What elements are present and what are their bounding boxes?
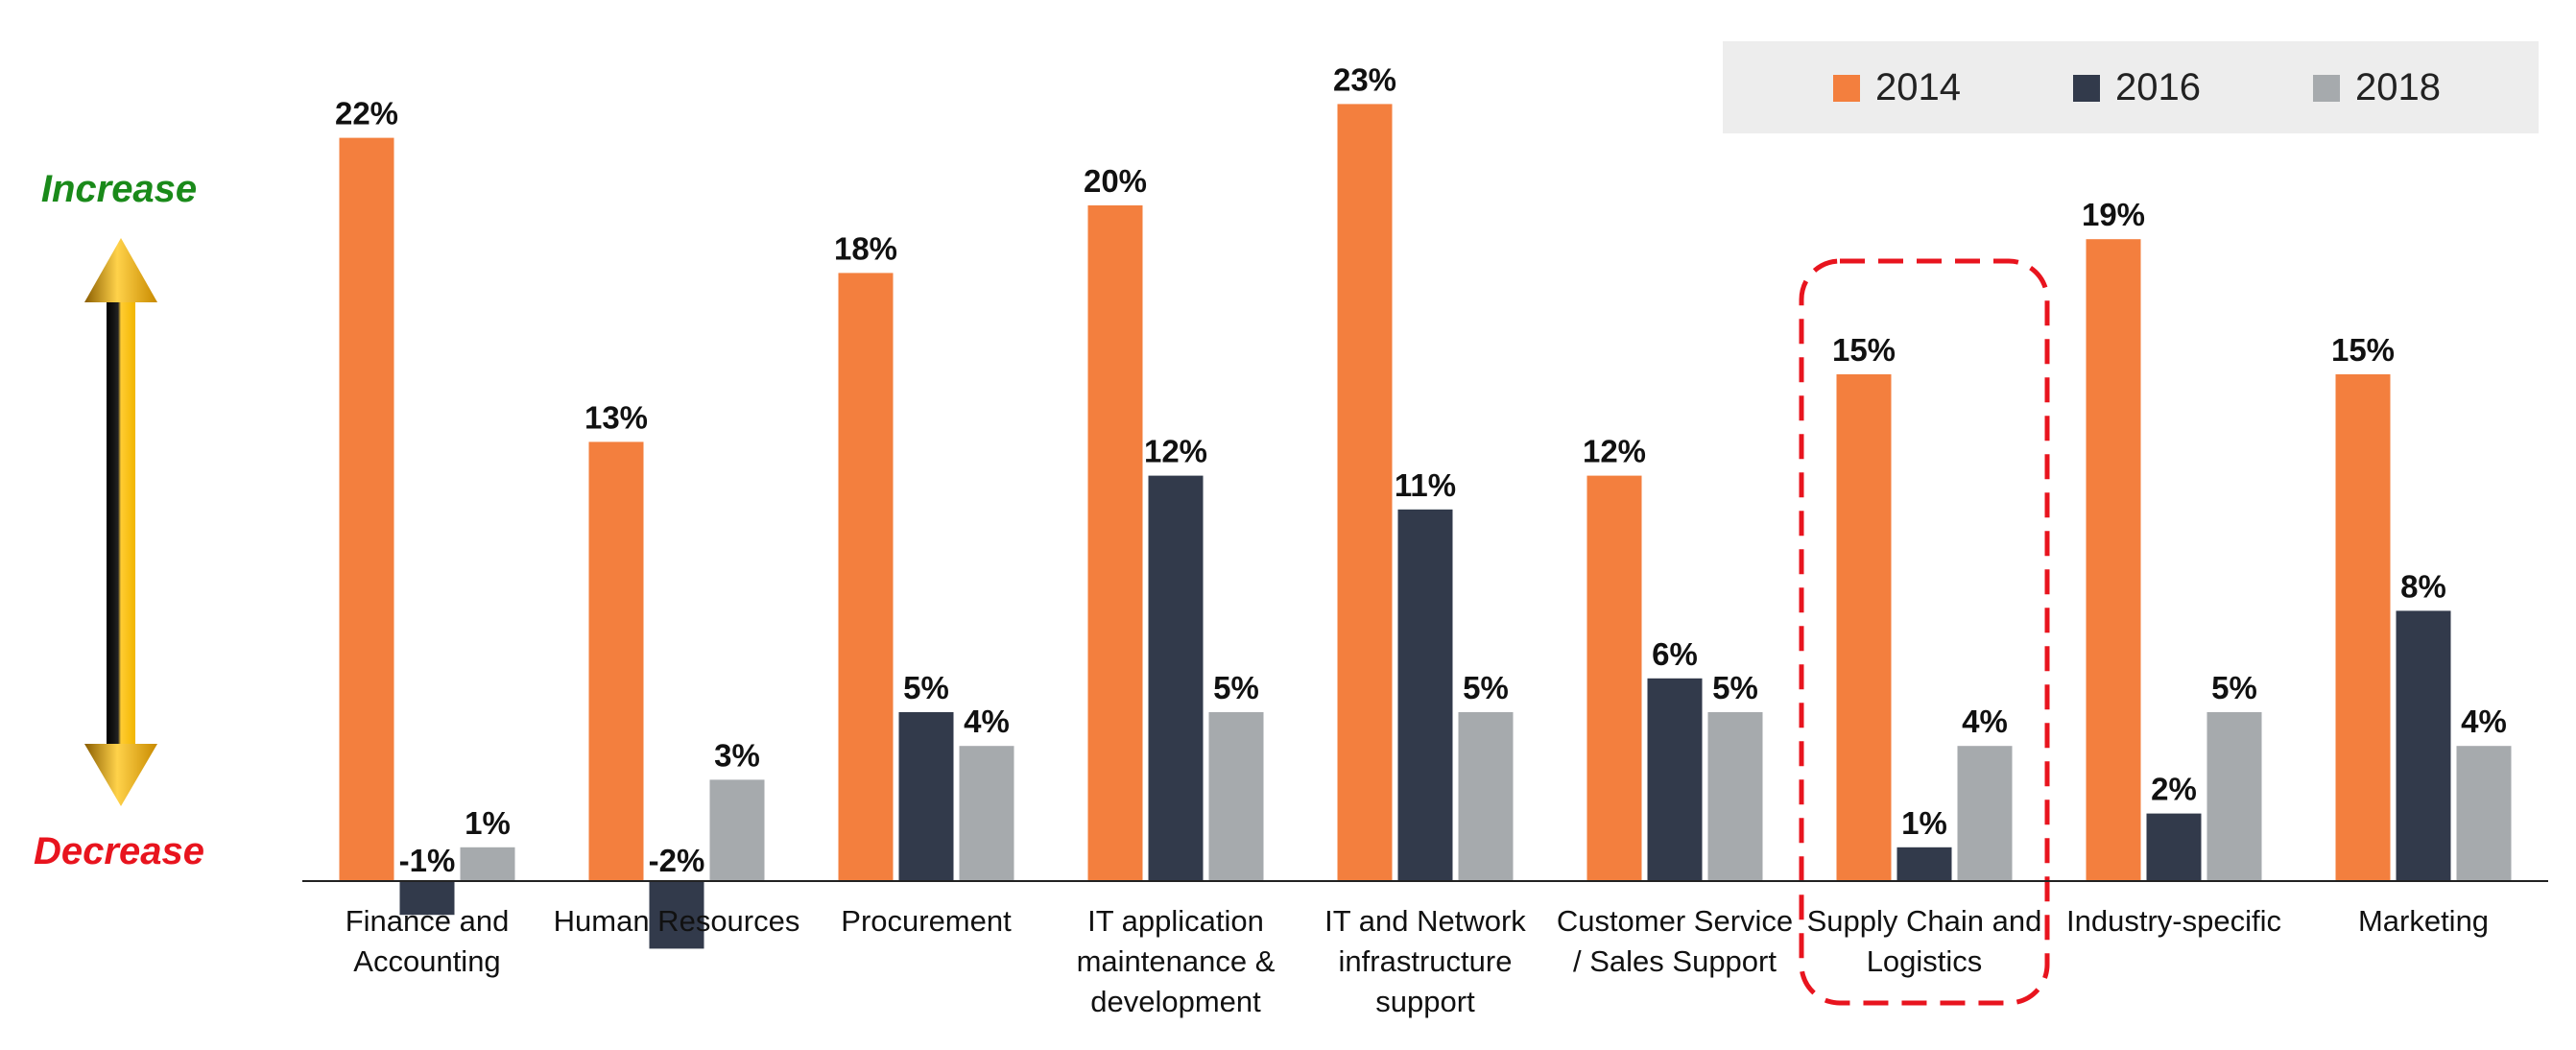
legend-label-2016: 2016 <box>2115 66 2201 108</box>
bar-2016-2 <box>898 712 954 881</box>
bar-2016-0 <box>399 881 455 916</box>
value-label-2016-7: 2% <box>2151 772 2197 807</box>
value-label-2018-3: 5% <box>1213 670 1259 705</box>
value-label-2014-0: 22% <box>335 96 398 131</box>
value-label-2018-1: 3% <box>714 737 760 773</box>
double-arrow-icon <box>84 238 157 806</box>
category-labels-layer: Finance and Accounting Human Resources Proc… <box>346 904 2489 1018</box>
value-labels-layer: 22% -1% 1% 13% -2% 3% 18% 5% 4% 20% 12% 5% 23% 11% 5% 1… <box>335 61 2507 878</box>
value-label-2016-2: 5% <box>903 670 949 705</box>
bar-2014-7 <box>2086 239 2141 881</box>
value-label-2014-8: 15% <box>2331 332 2395 368</box>
bar-2018-4 <box>1458 712 1514 881</box>
value-label-2014-7: 19% <box>2082 197 2145 232</box>
value-label-2018-6: 4% <box>1962 704 2008 739</box>
bar-2018-8 <box>2456 746 2512 881</box>
legend: 2014 2016 2018 <box>1723 41 2539 133</box>
legend-swatch-2018 <box>2313 75 2340 102</box>
bar-2014-3 <box>1087 205 1143 881</box>
bar-2018-3 <box>1208 712 1264 881</box>
trend-indicator: Increase Decrease <box>34 168 204 872</box>
value-label-2018-2: 4% <box>964 704 1010 739</box>
value-label-2016-8: 8% <box>2400 568 2446 604</box>
category-label-0: Finance and Accounting <box>346 904 510 978</box>
value-label-2016-4: 11% <box>1395 467 1456 503</box>
bar-2016-3 <box>1148 475 1204 881</box>
value-label-2018-8: 4% <box>2461 704 2507 739</box>
legend-label-2014: 2014 <box>1875 66 1961 108</box>
value-label-2014-3: 20% <box>1084 163 1147 199</box>
category-label-1: Human Resources <box>554 904 800 938</box>
value-label-2014-5: 12% <box>1583 434 1646 469</box>
bar-2016-1 <box>649 881 704 949</box>
value-label-2014-2: 18% <box>834 230 897 266</box>
bar-2016-4 <box>1397 509 1453 881</box>
legend-swatch-2016 <box>2073 75 2100 102</box>
legend-label-2018: 2018 <box>2355 66 2441 108</box>
bars-layer <box>339 104 2512 949</box>
bar-2014-5 <box>1586 475 1642 881</box>
bar-2014-4 <box>1337 104 1393 881</box>
category-label-7: Industry-specific <box>2066 904 2281 938</box>
category-label-8: Marketing <box>2358 904 2489 938</box>
value-label-2014-1: 13% <box>584 399 648 435</box>
bar-2014-8 <box>2335 374 2391 881</box>
category-label-5: Customer Service / Sales Support <box>1557 904 1793 978</box>
value-label-2016-0: -1% <box>399 843 456 878</box>
value-label-2016-3: 12% <box>1144 434 1207 469</box>
bar-2018-0 <box>460 847 515 881</box>
bar-2014-6 <box>1836 374 1892 881</box>
bar-2016-6 <box>1896 847 1952 881</box>
value-label-2016-1: -2% <box>649 843 705 878</box>
increase-label: Increase <box>41 168 197 210</box>
bar-2018-6 <box>1957 746 2013 881</box>
bar-2014-2 <box>838 273 894 881</box>
bar-2016-7 <box>2146 813 2202 881</box>
value-label-2016-5: 6% <box>1652 636 1698 672</box>
value-label-2016-6: 1% <box>1901 805 1947 841</box>
category-label-6: Supply Chain and Logistics <box>1807 904 2042 978</box>
highlight-box <box>1799 258 2050 1006</box>
value-label-2018-0: 1% <box>465 805 511 841</box>
bar-2016-8 <box>2396 610 2451 881</box>
legend-swatch-2014 <box>1833 75 1860 102</box>
bar-2018-1 <box>709 779 765 881</box>
value-label-2018-4: 5% <box>1463 670 1509 705</box>
decrease-label: Decrease <box>34 830 204 872</box>
value-label-2018-5: 5% <box>1712 670 1758 705</box>
value-label-2014-4: 23% <box>1333 61 1396 97</box>
category-label-3: IT application maintenance & development <box>1077 904 1276 1018</box>
category-label-2: Procurement <box>841 904 1012 938</box>
bar-2016-5 <box>1647 678 1703 881</box>
bar-2018-2 <box>959 746 1014 881</box>
value-label-2014-6: 15% <box>1832 332 1896 368</box>
bar-2014-1 <box>588 441 644 881</box>
bar-2018-5 <box>1707 712 1763 881</box>
bar-2018-7 <box>2206 712 2262 881</box>
category-label-4: IT and Network infrastructure support <box>1324 904 1526 1018</box>
value-label-2018-7: 5% <box>2211 670 2257 705</box>
bar-2014-0 <box>339 137 394 882</box>
